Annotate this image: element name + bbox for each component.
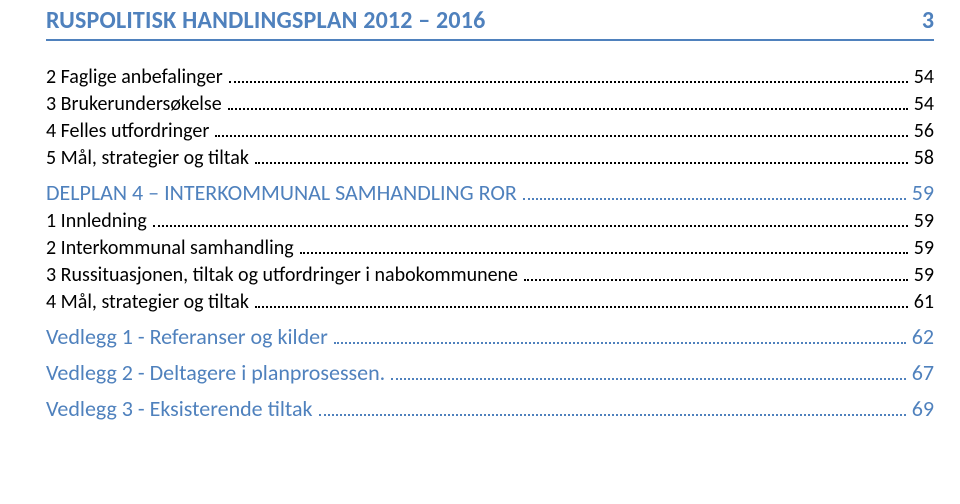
- toc-page: 59: [914, 265, 934, 285]
- toc-entry: DELPLAN 4 – INTERKOMMUNAL SAMHANDLING RO…: [46, 182, 934, 204]
- toc-leader: [524, 265, 908, 281]
- toc-entry: Vedlegg 1 - Referanser og kilder 62: [46, 326, 934, 348]
- toc-label: DELPLAN 4 – INTERKOMMUNAL SAMHANDLING RO…: [46, 182, 517, 204]
- toc-leader: [255, 292, 908, 308]
- toc-entry: Vedlegg 2 - Deltagere i planprosessen. 67: [46, 362, 934, 384]
- table-of-contents: 2 Faglige anbefalinger543 Brukerundersøk…: [46, 67, 934, 420]
- toc-leader: [153, 211, 908, 227]
- toc-page: 67: [912, 362, 934, 384]
- toc-leader: [255, 148, 908, 164]
- toc-page: 59: [914, 238, 934, 258]
- toc-leader: [229, 67, 908, 83]
- toc-leader: [300, 238, 908, 254]
- toc-label: 4 Felles utfordringer: [46, 121, 209, 141]
- toc-entry: 3 Brukerundersøkelse 54: [46, 94, 934, 114]
- toc-entry: Vedlegg 3 - Eksisterende tiltak 69: [46, 398, 934, 420]
- document-page: RUSPOLITISK HANDLINGSPLAN 2012 – 2016 3 …: [0, 0, 960, 504]
- toc-leader: [334, 328, 906, 344]
- toc-label: Vedlegg 2 - Deltagere i planprosessen.: [46, 362, 385, 384]
- toc-page: 54: [914, 67, 934, 87]
- running-header: RUSPOLITISK HANDLINGSPLAN 2012 – 2016 3: [46, 6, 934, 41]
- toc-label: 5 Mål, strategier og tiltak: [46, 148, 249, 168]
- toc-page: 61: [914, 292, 934, 312]
- toc-entry: 4 Mål, strategier og tiltak 61: [46, 292, 934, 312]
- toc-label: 3 Russituasjonen, tiltak og utfordringer…: [46, 265, 518, 285]
- toc-page: 62: [912, 326, 934, 348]
- toc-entry: 2 Faglige anbefalinger 54: [46, 67, 934, 87]
- header-title: RUSPOLITISK HANDLINGSPLAN 2012 – 2016: [46, 6, 486, 35]
- toc-label: 2 Interkommunal samhandling: [46, 238, 294, 258]
- toc-entry: 5 Mål, strategier og tiltak 58: [46, 148, 934, 168]
- toc-label: Vedlegg 3 - Eksisterende tiltak: [46, 398, 313, 420]
- toc-leader: [319, 400, 906, 416]
- toc-label: Vedlegg 1 - Referanser og kilder: [46, 326, 328, 348]
- toc-leader: [215, 121, 907, 137]
- toc-label: 1 Innledning: [46, 211, 147, 231]
- toc-leader: [523, 184, 906, 200]
- toc-label: 4 Mål, strategier og tiltak: [46, 292, 249, 312]
- toc-entry: 3 Russituasjonen, tiltak og utfordringer…: [46, 265, 934, 285]
- toc-entry: 2 Interkommunal samhandling 59: [46, 238, 934, 258]
- toc-page: 58: [914, 148, 934, 168]
- header-page-number: 3: [922, 6, 934, 35]
- toc-entry: 4 Felles utfordringer 56: [46, 121, 934, 141]
- toc-entry: 1 Innledning 59: [46, 211, 934, 231]
- toc-label: 2 Faglige anbefalinger: [46, 67, 223, 87]
- toc-label: 3 Brukerundersøkelse: [46, 94, 222, 114]
- toc-page: 54: [914, 94, 934, 114]
- toc-page: 56: [914, 121, 934, 141]
- toc-page: 59: [912, 182, 934, 204]
- toc-leader: [391, 364, 905, 380]
- toc-page: 69: [912, 398, 934, 420]
- toc-leader: [228, 94, 908, 110]
- toc-page: 59: [914, 211, 934, 231]
